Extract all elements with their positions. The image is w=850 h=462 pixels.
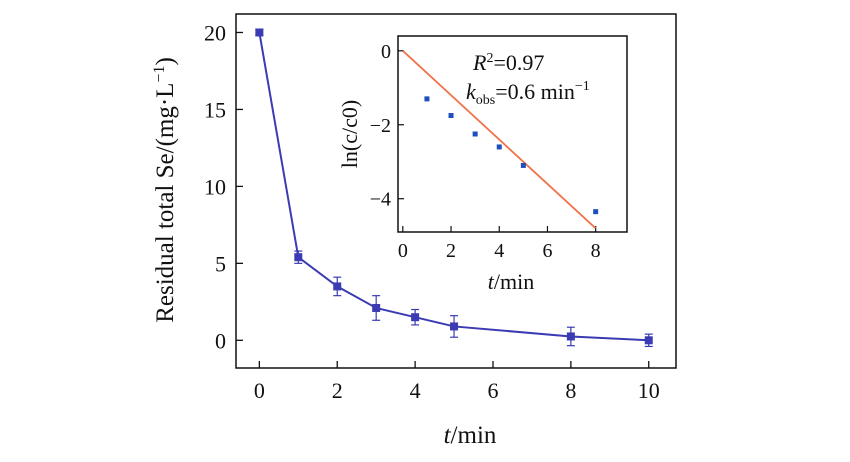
inset-x-tick-label-0: 0: [398, 240, 408, 262]
inset-kobs-annotation: kobs=0.6 min−1: [466, 79, 590, 108]
inset-plot-frame: [397, 35, 628, 233]
main-data-point-5: [450, 322, 459, 331]
inset-data-point-3: [496, 144, 502, 150]
inset-x-axis-label: t/min: [488, 269, 534, 294]
main-series-line: [258, 32, 649, 342]
main-x-tick-label-3: 6: [487, 378, 498, 403]
main-y-tick-label-4: 20: [204, 20, 226, 45]
main-data-point-2: [333, 282, 342, 291]
main-data-point-7: [644, 336, 653, 345]
inset-data-point-1: [448, 113, 454, 119]
inset-x-tick-label-3: 6: [542, 240, 552, 262]
inset-fit-line: [402, 50, 597, 229]
inset-x-tick-label-4: 8: [591, 240, 601, 262]
inset-y-axis-label: ln(c/c0): [337, 100, 362, 168]
main-x-tick-label-1: 2: [332, 378, 343, 403]
main-x-tick-label-5: 10: [638, 378, 660, 403]
inset-x-tick-label-1: 2: [446, 240, 456, 262]
main-data-point-1: [294, 253, 303, 262]
main-data-point-4: [411, 313, 420, 322]
inset-data-point-0: [424, 96, 430, 102]
main-y-tick-label-3: 15: [204, 97, 226, 122]
main-y-tick-label-0: 0: [215, 328, 226, 353]
inset-y-tick-label-0: 0: [381, 41, 391, 63]
main-data-point-3: [372, 303, 381, 312]
main-data-point-6: [566, 332, 575, 341]
inset-r2-annotation: R2=0.97: [472, 50, 544, 75]
inset-data-point-4: [520, 162, 526, 168]
main-x-axis-label: t/min: [444, 422, 497, 449]
main-x-tick-label-4: 8: [565, 378, 576, 403]
inset-axis-ticks: 0 2 4 6 8 0 −2 −4: [370, 41, 601, 262]
inset-data-point-5: [593, 209, 599, 215]
main-x-tick-label-0: 0: [254, 378, 265, 403]
main-plot-frame: [235, 13, 677, 369]
inset-data-point-2: [472, 131, 478, 137]
main-series: [255, 28, 653, 348]
main-x-tick-label-2: 4: [410, 378, 421, 403]
inset-series: [402, 50, 599, 229]
inset-y-tick-label-2: −4: [370, 189, 391, 211]
main-y-axis-label: Residual total Se/(mg·L−1): [151, 57, 179, 323]
main-y-tick-label-1: 5: [215, 251, 226, 276]
inset-x-tick-label-2: 4: [494, 240, 504, 262]
main-data-point-0: [255, 28, 264, 37]
main-y-tick-label-2: 10: [204, 174, 226, 199]
inset-y-tick-label-1: −2: [370, 115, 391, 137]
